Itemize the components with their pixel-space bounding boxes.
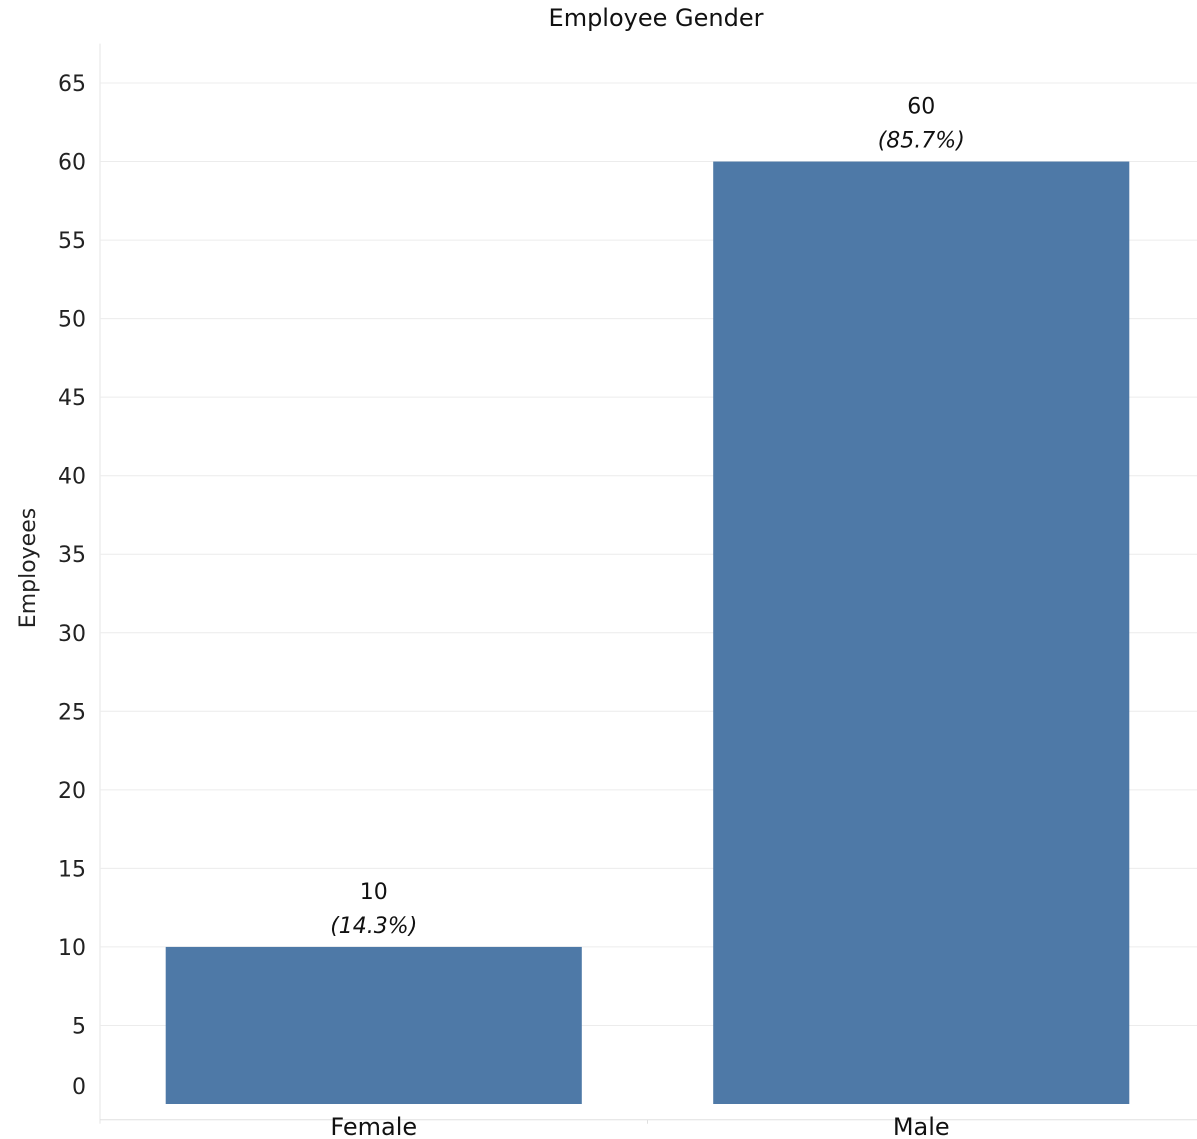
chart-title: Employee Gender: [549, 4, 764, 32]
y-tick-label: 65: [58, 72, 86, 97]
data-label-percent: (85.7%): [878, 129, 965, 154]
data-label-value: 60: [907, 95, 935, 120]
x-tick-label: Male: [893, 1113, 950, 1139]
bar-male: [713, 161, 1130, 1105]
y-tick-label: 45: [58, 386, 86, 411]
y-tick-label: 10: [58, 936, 86, 961]
y-tick-label: 60: [58, 151, 86, 176]
bar-female: [165, 946, 582, 1104]
y-tick-label: 15: [58, 857, 86, 882]
x-axis-ticks: Female Male: [330, 1113, 949, 1139]
y-tick-label: 0: [72, 1075, 86, 1100]
x-tick-label: Female: [330, 1113, 417, 1139]
y-tick-label: 55: [58, 229, 86, 254]
y-tick-label: 20: [58, 779, 86, 804]
y-tick-label: 35: [58, 543, 86, 568]
y-tick-label: 50: [58, 308, 86, 333]
data-label-value: 10: [360, 880, 388, 905]
y-tick-label: 40: [58, 465, 86, 490]
y-tick-label: 30: [58, 622, 86, 647]
y-axis-ticks: 0 5 10 15 20 25 30 35 40 45 50 55 60 65: [58, 72, 86, 1100]
data-labels: 10 (14.3%) 60 (85.7%): [330, 95, 965, 939]
y-tick-label: 25: [58, 700, 86, 725]
y-tick-label: 5: [72, 1014, 86, 1039]
bars: [165, 161, 1130, 1105]
y-axis-label: Employees: [16, 508, 41, 628]
data-label-percent: (14.3%): [330, 914, 417, 939]
